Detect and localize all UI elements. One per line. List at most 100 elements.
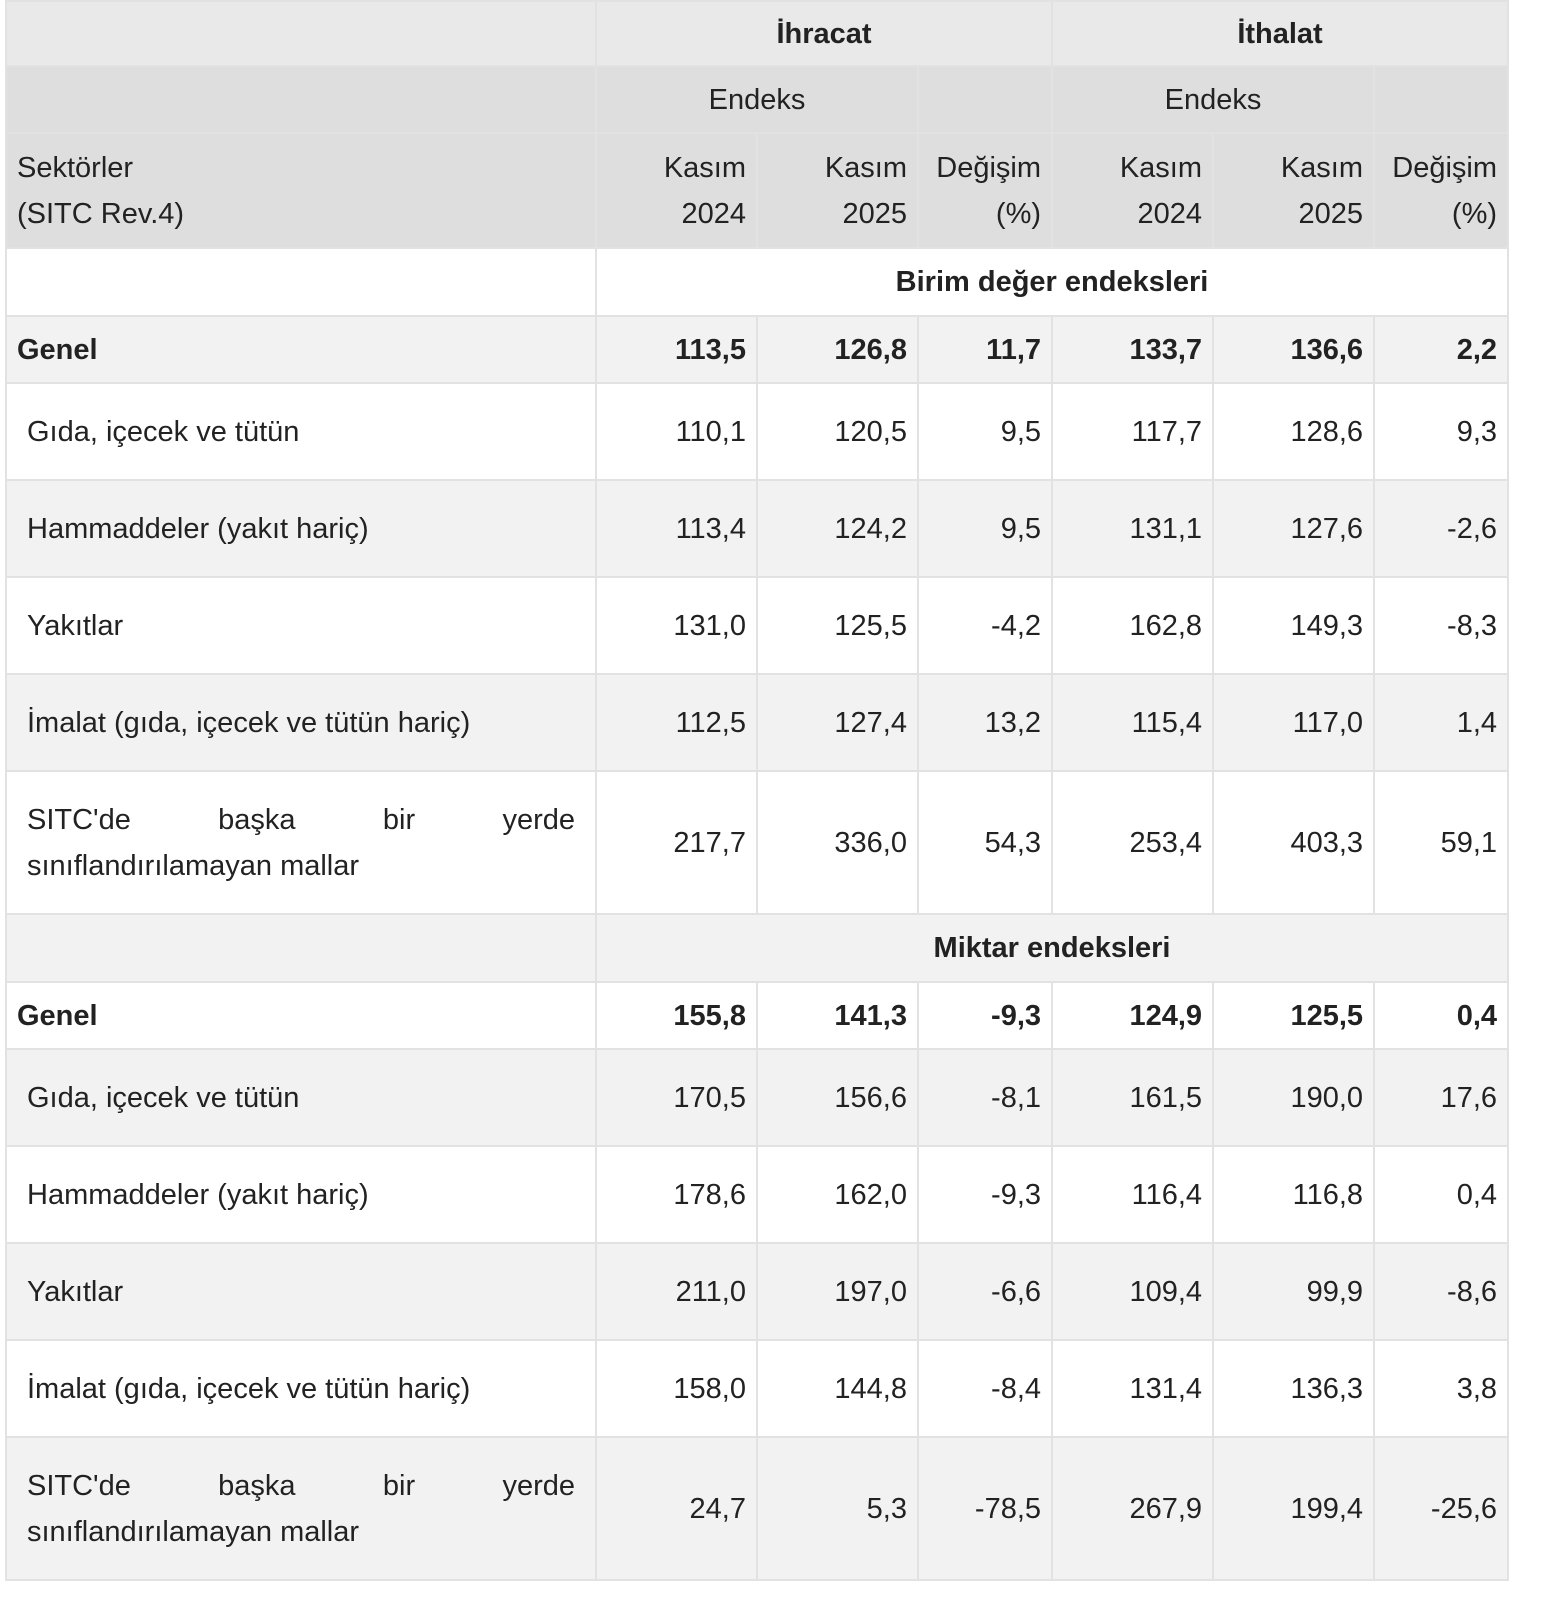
sector-title: (SITC Rev.4): [17, 197, 185, 230]
value-text: 170,5: [673, 1081, 746, 1114]
value-text: 136,3: [1290, 1372, 1364, 1405]
value-text: 24,7: [689, 1492, 746, 1525]
value-cell: 113,5: [595, 315, 758, 384]
empty-cell: [1373, 65, 1510, 134]
value-cell: 253,4: [1051, 770, 1215, 915]
value-text: 131,0: [673, 609, 746, 642]
value-text: 136,6: [1290, 333, 1364, 366]
label-text: SITC'de başka bir yerde sınıflandırılama…: [27, 1469, 575, 1548]
value-text: 17,6: [1440, 1081, 1498, 1114]
value-text: 99,9: [1306, 1275, 1364, 1308]
section-header: Miktar endeksleri: [594, 913, 1510, 983]
section-title: Miktar endeksleri: [933, 932, 1171, 964]
value-text: -8,6: [1447, 1275, 1498, 1308]
value-cell: -2,6: [1373, 479, 1510, 578]
row-label: İmalat (gıda, içecek ve tütün hariç): [5, 673, 597, 772]
column-title: 2024: [681, 197, 746, 230]
value-cell: 120,5: [756, 382, 919, 481]
value-cell: 17,6: [1373, 1048, 1510, 1147]
value-cell: 178,6: [595, 1145, 758, 1244]
value-cell: 127,4: [756, 673, 919, 772]
group-title: İthalat: [1237, 17, 1323, 50]
value-text: 127,6: [1290, 512, 1364, 545]
label-text: Gıda, içecek ve tütün: [27, 415, 300, 448]
value-text: 403,3: [1290, 826, 1364, 859]
value-text: 2,2: [1456, 333, 1498, 366]
table-row: Hammaddeler (yakıt hariç) 178,6 162,0 -9,3 1…: [5, 1145, 1510, 1244]
value-cell: 109,4: [1051, 1242, 1215, 1341]
label-text: Hammaddeler (yakıt hariç): [27, 512, 369, 545]
column-title: Kasım: [663, 151, 746, 184]
value-cell: 117,0: [1212, 673, 1376, 772]
corner-cell: [5, 0, 597, 67]
table-row: İhracat İthalat: [5, 0, 1510, 67]
value-cell: 162,0: [756, 1145, 919, 1244]
label-text: Genel: [17, 333, 98, 366]
value-text: 0,4: [1456, 999, 1498, 1032]
value-text: 124,2: [834, 512, 907, 545]
row-label: Yakıtlar: [5, 1242, 597, 1341]
index-header: Endeks: [1051, 65, 1376, 134]
label-text: Yakıtlar: [27, 1275, 124, 1308]
value-text: 125,5: [1290, 999, 1364, 1032]
column-header: Kasım 2024: [1051, 132, 1215, 249]
value-cell: 170,5: [595, 1048, 758, 1147]
value-text: 199,4: [1290, 1492, 1364, 1525]
column-header: Değişim (%): [916, 132, 1054, 249]
value-cell: 156,6: [756, 1048, 919, 1147]
value-cell: 9,5: [916, 479, 1054, 578]
value-text: 190,0: [1290, 1081, 1364, 1114]
value-text: 131,1: [1129, 512, 1203, 545]
corner-cell: [5, 65, 597, 134]
value-text: 9,5: [1000, 512, 1042, 545]
value-text: 162,0: [834, 1178, 907, 1211]
value-cell: 128,6: [1212, 382, 1376, 481]
group-header: İhracat: [594, 0, 1054, 67]
value-cell: 11,7: [916, 315, 1054, 384]
table-row: SITC'de başka bir yerde sınıflandırılama…: [5, 770, 1510, 915]
value-cell: 149,3: [1212, 576, 1376, 675]
section-header: Birim değer endeksleri: [594, 247, 1510, 317]
value-text: -8,4: [991, 1372, 1042, 1405]
empty-cell: [916, 65, 1054, 134]
value-cell: 162,8: [1051, 576, 1215, 675]
table-row: Gıda, içecek ve tütün 170,5 156,6 -8,1 161,5…: [5, 1048, 1510, 1147]
value-text: -2,6: [1447, 512, 1498, 545]
label-text: Yakıtlar: [27, 609, 124, 642]
column-header: Kasım 2024: [595, 132, 758, 249]
label-text: Genel: [17, 999, 98, 1032]
value-cell: -4,2: [916, 576, 1054, 675]
row-label: Hammaddeler (yakıt hariç): [5, 479, 597, 578]
value-cell: -9,3: [916, 981, 1054, 1050]
column-title: Kasım: [1280, 151, 1364, 184]
value-text: 149,3: [1290, 609, 1364, 642]
empty-cell: [5, 913, 597, 983]
value-cell: 0,4: [1373, 981, 1510, 1050]
value-cell: 136,6: [1212, 315, 1376, 384]
label-text: İmalat (gıda, içecek ve tütün hariç): [27, 706, 471, 739]
value-text: 9,5: [1000, 415, 1042, 448]
column-header: Kasım 2025: [756, 132, 919, 249]
column-title: Kasım: [1119, 151, 1203, 184]
value-text: 155,8: [673, 999, 746, 1032]
value-text: -9,3: [991, 999, 1042, 1032]
value-cell: 125,5: [756, 576, 919, 675]
value-text: 110,1: [675, 415, 746, 448]
table-row: Hammaddeler (yakıt hariç) 113,4 124,2 9,5 13…: [5, 479, 1510, 578]
value-cell: -78,5: [916, 1436, 1054, 1581]
value-cell: 199,4: [1212, 1436, 1376, 1581]
value-cell: 13,2: [916, 673, 1054, 772]
value-text: 54,3: [984, 826, 1042, 859]
column-title: Kasım: [824, 151, 907, 184]
value-text: 131,4: [1129, 1372, 1203, 1405]
value-cell: 126,8: [756, 315, 919, 384]
value-text: 253,4: [1129, 826, 1203, 859]
value-text: 113,5: [675, 333, 746, 366]
value-cell: 136,3: [1212, 1339, 1376, 1438]
column-title: (%): [1451, 197, 1498, 230]
sector-header: Sektörler (SITC Rev.4): [5, 132, 597, 249]
value-text: 267,9: [1129, 1492, 1203, 1525]
index-title: Endeks: [708, 83, 806, 116]
value-text: 211,0: [675, 1275, 746, 1308]
value-text: 117,7: [1131, 415, 1203, 448]
